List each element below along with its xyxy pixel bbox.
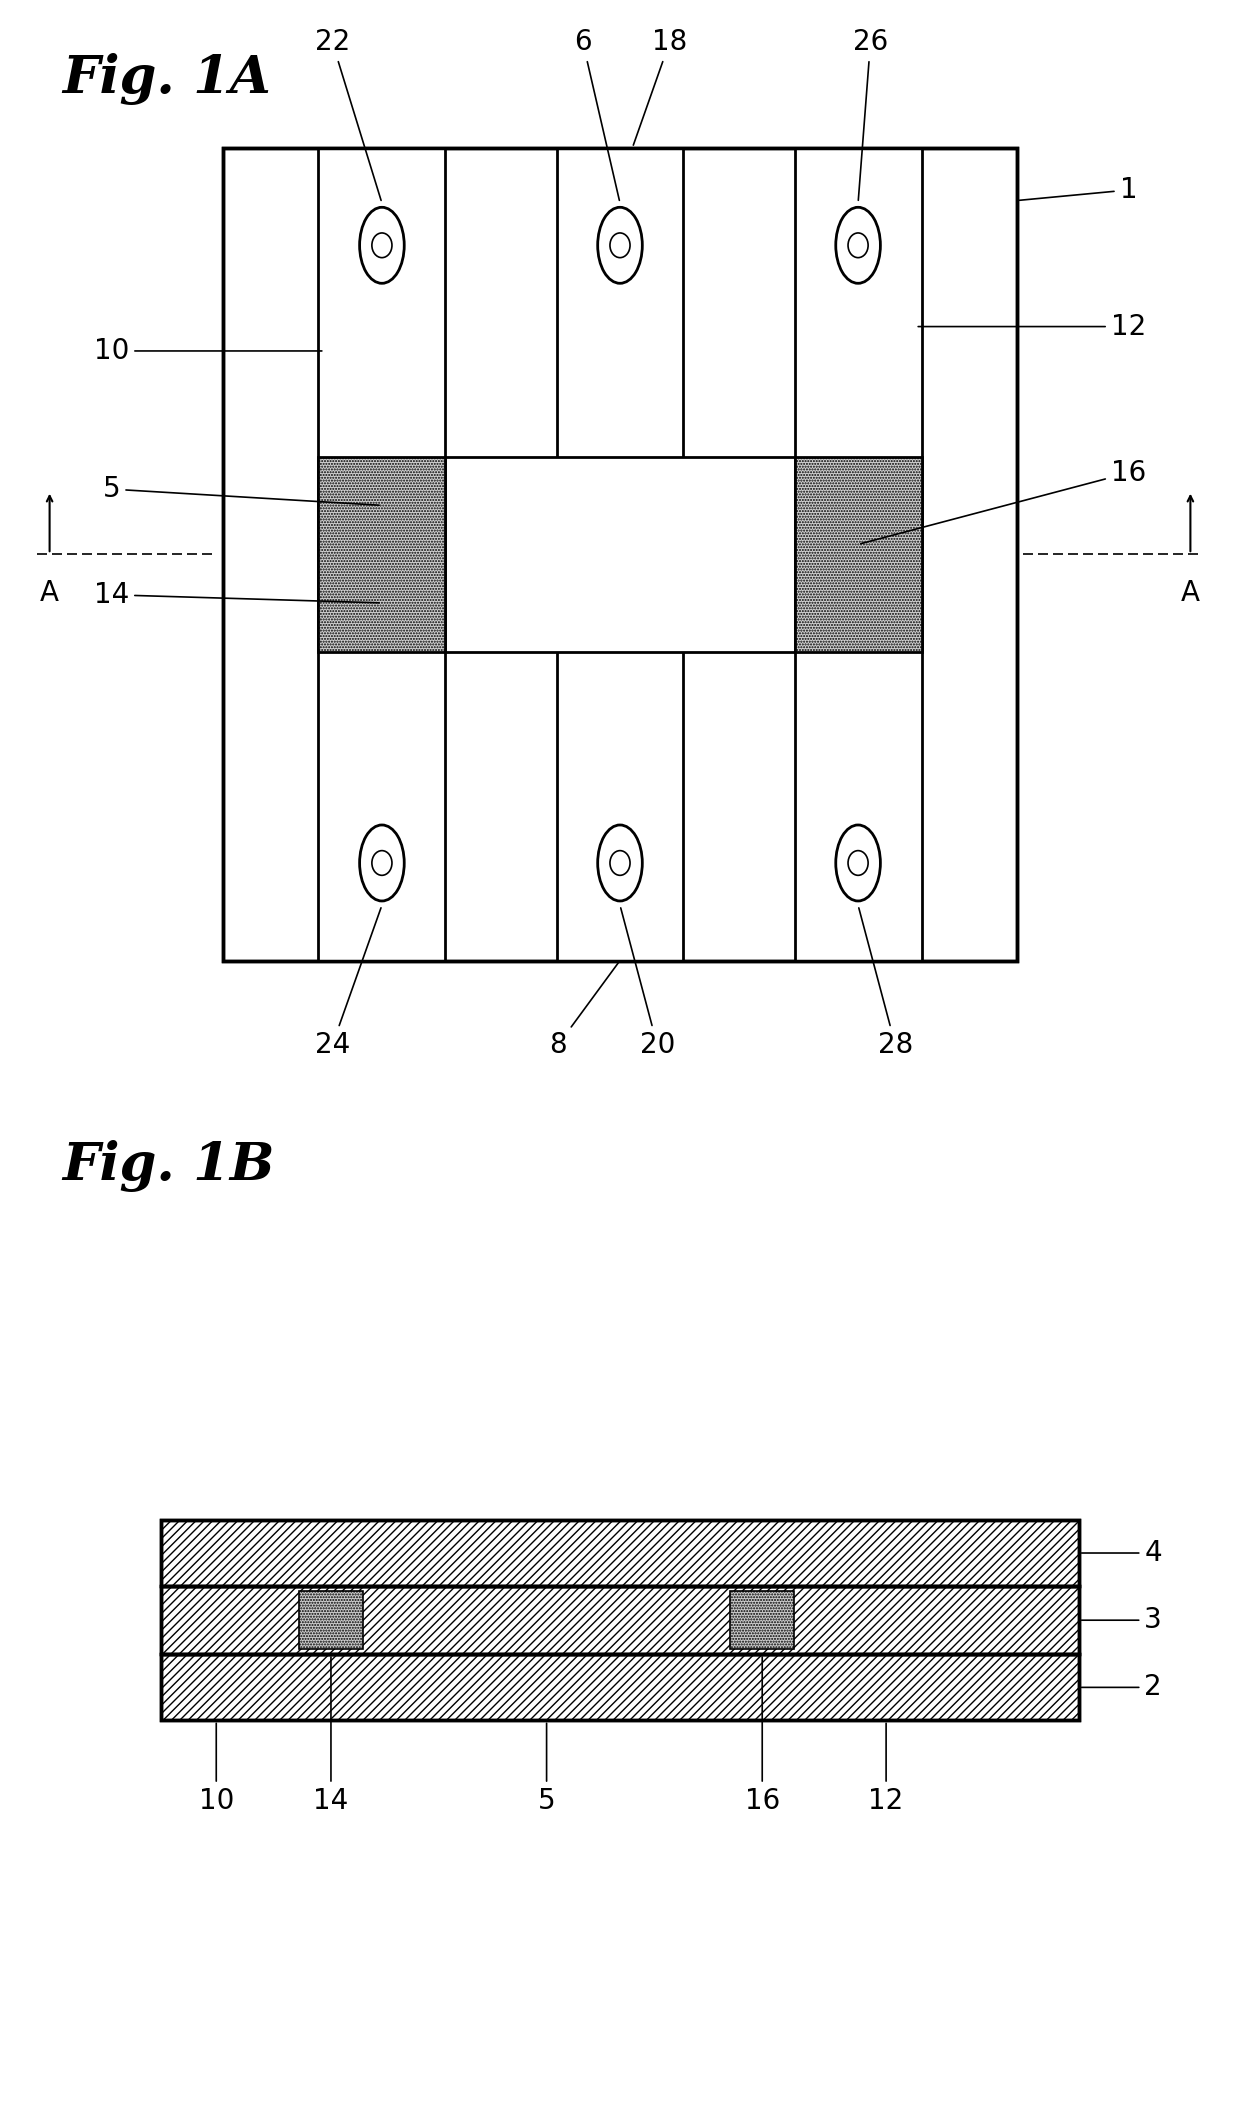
Ellipse shape [372,232,392,258]
Text: 20: 20 [621,908,675,1060]
Text: Fig. 1B: Fig. 1B [62,1140,274,1193]
Text: 4: 4 [1081,1539,1162,1566]
Bar [795,456,921,652]
Bar [319,148,445,961]
Circle shape [836,825,880,901]
Text: 18: 18 [634,27,687,146]
Text: 16: 16 [861,458,1146,545]
Text: 8: 8 [549,963,619,1060]
Text: 24: 24 [315,908,381,1060]
Circle shape [598,825,642,901]
Text: 1: 1 [1019,175,1137,205]
Bar [161,1655,1079,1720]
Text: Fig. 1A: Fig. 1A [62,53,270,106]
Text: 3: 3 [1081,1606,1162,1634]
Bar [223,148,1017,961]
Bar [223,148,1017,961]
Text: 14: 14 [314,1657,348,1815]
Text: 5: 5 [103,475,379,505]
Ellipse shape [610,851,630,876]
Bar [730,1592,795,1649]
Circle shape [360,207,404,283]
Text: 10: 10 [94,338,322,365]
Bar [161,1520,1079,1585]
Circle shape [360,825,404,901]
Circle shape [598,207,642,283]
Circle shape [836,207,880,283]
Bar [557,148,683,961]
Text: 12: 12 [918,312,1146,340]
Text: 22: 22 [315,27,381,201]
Bar [445,456,795,652]
Bar [161,1585,1079,1655]
Ellipse shape [610,232,630,258]
Text: 6: 6 [574,27,619,201]
Bar [319,456,445,652]
Text: 12: 12 [868,1723,904,1815]
Text: 16: 16 [744,1657,780,1815]
Text: A: A [1180,578,1200,608]
Text: 28: 28 [859,908,913,1060]
Bar [795,148,921,961]
Bar [299,1592,363,1649]
Bar [161,1585,1079,1655]
Text: 14: 14 [94,581,379,608]
Bar [161,1655,1079,1720]
Bar [161,1520,1079,1585]
Text: 10: 10 [198,1723,234,1815]
Text: 5: 5 [538,1723,556,1815]
Text: A: A [40,578,60,608]
Ellipse shape [848,851,868,876]
Text: 2: 2 [1081,1674,1162,1701]
Ellipse shape [372,851,392,876]
Text: 26: 26 [853,27,888,201]
Ellipse shape [848,232,868,258]
